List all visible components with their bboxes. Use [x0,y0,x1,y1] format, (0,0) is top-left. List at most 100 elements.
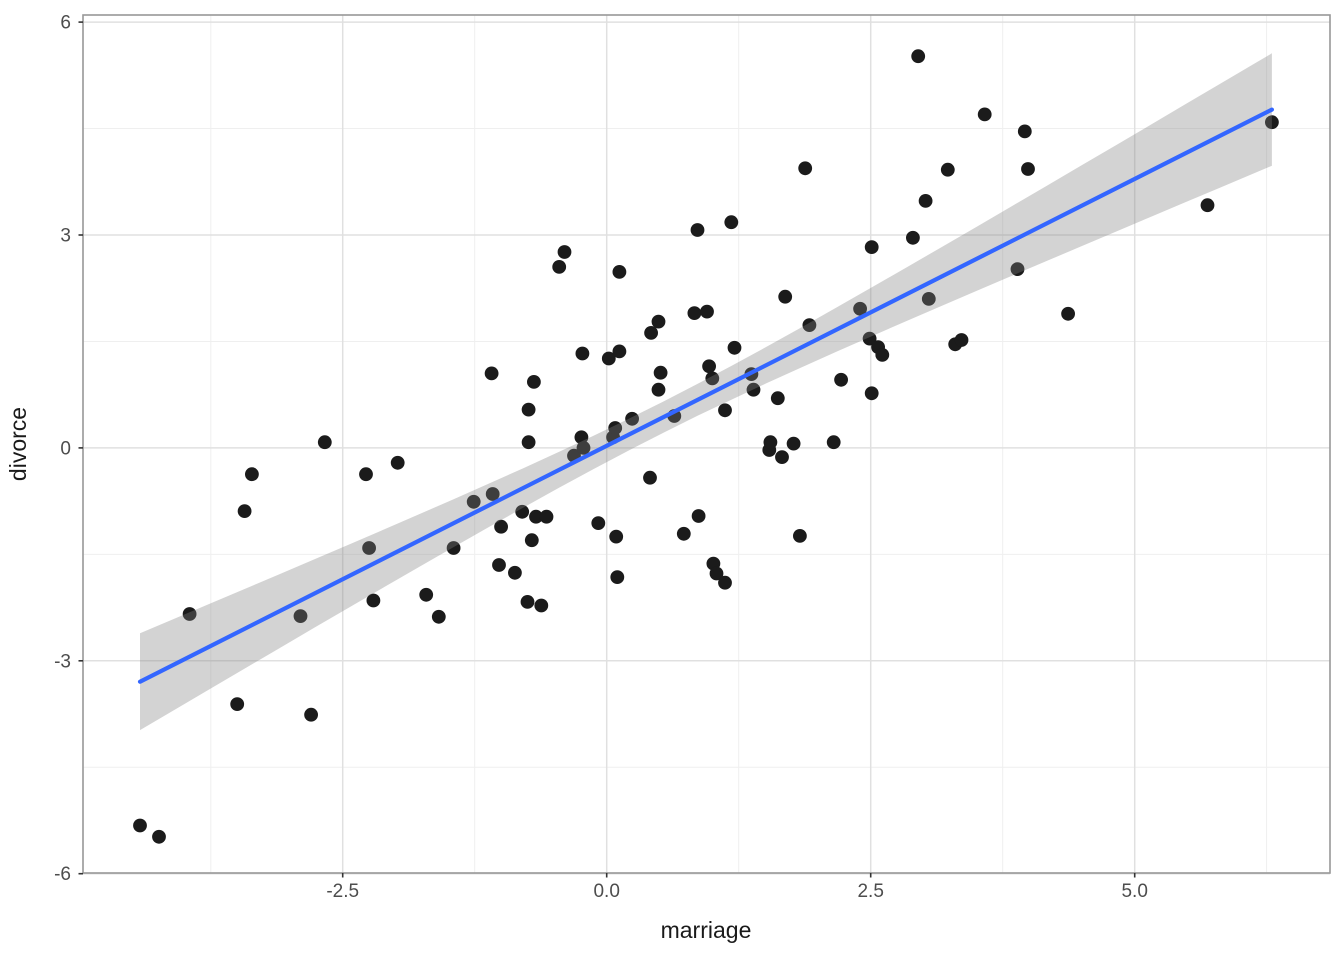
x-tick-label: 5.0 [1121,881,1147,902]
data-point [591,516,606,530]
panel-border [82,14,1331,874]
data-point [608,421,623,435]
data-point [977,107,992,122]
data-point [359,467,373,482]
data-point [521,435,536,450]
x-tick-label: 2.5 [857,881,883,902]
data-point [763,435,778,450]
data-point [182,607,197,621]
data-point [484,366,499,381]
y-tick-label: -6 [54,864,71,885]
data-point [700,304,714,319]
data-point [644,326,658,340]
data-point [690,223,705,237]
data-point [1200,198,1215,213]
x-tick-label: 0.0 [593,881,619,902]
data-point [610,570,625,584]
data-point [557,245,572,259]
data-point [534,598,549,613]
data-point [304,707,318,722]
data-point [1017,124,1032,139]
data-point [705,371,720,386]
scatter-points [133,49,1279,844]
data-point [775,450,789,464]
y-axis-title: divorce [5,407,31,481]
y-tick-label: 6 [60,13,71,34]
data-point [718,403,732,418]
data-point [230,697,245,711]
data-point [954,333,969,347]
data-point [366,593,381,608]
data-point [727,340,742,355]
data-point [786,436,801,451]
data-point [864,240,879,255]
data-point [466,494,481,509]
data-point [494,519,508,534]
data-point [940,162,955,177]
y-tick-label: -3 [54,651,71,672]
data-point [524,533,539,548]
axis-tick-labels: -2.5 0.0 2.5 5.0 -6 -3 0 3 6 [54,13,1148,902]
regression-line [137,107,1275,684]
data-point [390,455,405,470]
data-point [746,382,761,397]
data-point [539,509,554,524]
data-point [515,504,530,519]
axis-ticks [78,21,1136,878]
panel-background [83,15,1330,873]
minor-gridlines [83,15,1330,873]
data-point [446,541,461,555]
data-point [520,595,535,609]
data-point [625,411,639,426]
data-point [362,541,376,555]
data-point [419,587,434,602]
data-point [133,818,147,833]
data-point [485,487,500,501]
x-axis-title: marriage [661,917,752,943]
data-point [718,575,732,590]
data-point [793,529,807,543]
data-point [1061,306,1075,321]
y-tick-label: 3 [60,226,71,247]
data-point [612,344,627,359]
data-point [778,289,793,304]
data-point [1021,162,1035,176]
data-point [612,265,627,279]
data-point [643,470,657,485]
data-point [826,435,841,450]
plot-panel [83,15,1330,873]
data-point [862,331,877,346]
data-point [676,526,691,541]
data-point [651,382,666,397]
data-point [651,314,666,329]
data-point [834,372,848,387]
data-point [875,348,890,362]
data-point [237,504,252,518]
data-point [653,365,668,380]
data-point [918,194,933,208]
data-point [431,609,446,624]
data-point [575,346,590,361]
data-point [724,215,739,230]
data-point [152,829,166,844]
data-point [245,467,259,482]
data-point [911,49,926,64]
data-point [691,509,706,523]
confidence-band [140,53,1272,731]
data-point [529,509,543,524]
x-tick-label: -2.5 [326,881,359,902]
data-point [770,391,785,406]
data-point [492,558,506,572]
data-point [552,260,567,274]
data-point [687,306,702,320]
data-point [853,301,867,316]
data-point [1265,115,1279,130]
data-point [576,441,591,455]
data-point [609,529,624,544]
data-point [317,435,332,450]
data-point [1010,262,1025,276]
data-point [574,430,589,445]
data-point [921,292,936,306]
